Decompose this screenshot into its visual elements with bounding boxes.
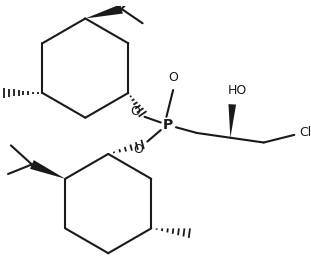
Text: O: O [168, 71, 178, 84]
Text: O: O [133, 143, 143, 156]
Polygon shape [229, 104, 236, 138]
Text: O: O [130, 104, 140, 118]
Text: Cl: Cl [299, 126, 311, 139]
Text: P: P [163, 118, 174, 132]
Polygon shape [30, 160, 65, 179]
Polygon shape [85, 4, 123, 19]
Text: HO: HO [227, 85, 247, 98]
